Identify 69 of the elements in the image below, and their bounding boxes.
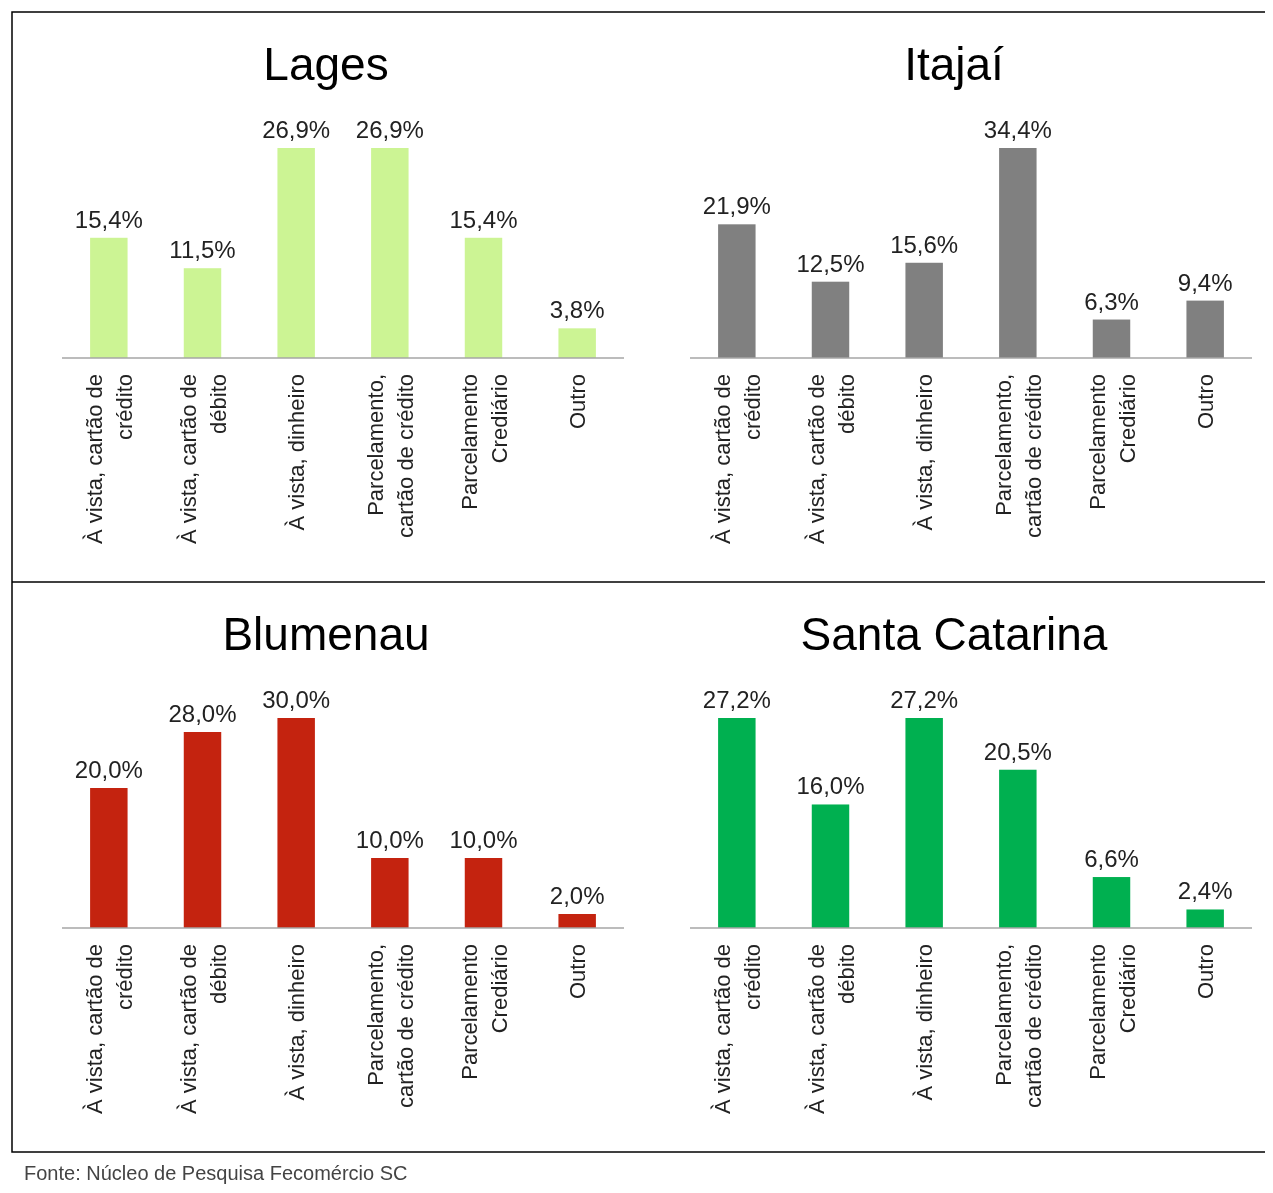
bar	[464, 858, 503, 928]
bar	[277, 718, 315, 928]
x-tick-label: À vista, cartão de crédito	[81, 944, 137, 1114]
x-tick-label: À vista, cartão de débito	[803, 374, 859, 544]
data-label: 15,4%	[74, 205, 143, 233]
data-label: 6,6%	[1084, 845, 1139, 873]
x-tick-label: À vista, cartão de crédito	[81, 374, 137, 544]
x-tick-label: Outro	[565, 374, 591, 430]
chart-title: Lages	[263, 38, 389, 90]
chart-title: Itajaí	[904, 38, 1005, 90]
bar	[183, 268, 222, 358]
data-label: 12,5%	[796, 249, 865, 277]
chart-title: Santa Catarina	[800, 608, 1108, 660]
bar	[999, 148, 1037, 358]
data-label: 15,4%	[449, 205, 518, 233]
data-label: 15,6%	[890, 230, 959, 258]
data-label: 2,4%	[1177, 877, 1233, 905]
x-tick-label: À vista, cartão de débito	[175, 374, 231, 544]
data-label: 3,8%	[549, 296, 605, 324]
bar	[558, 914, 596, 928]
data-label: 10,0%	[449, 826, 518, 853]
bar	[905, 718, 943, 928]
bar	[811, 281, 850, 358]
data-label: 11,5%	[169, 236, 236, 264]
data-label: 26,9%	[355, 116, 424, 143]
bar	[371, 148, 409, 358]
data-label: 9,4%	[1177, 268, 1233, 296]
data-label: 30,0%	[262, 686, 331, 713]
bar	[1186, 300, 1224, 358]
bar	[1092, 319, 1131, 358]
x-tick-label: À vista, cartão de crédito	[709, 374, 765, 544]
x-tick-label: À vista, dinheiro	[912, 944, 938, 1101]
x-tick-label: À vista, dinheiro	[912, 374, 938, 531]
x-tick-label: À vista, dinheiro	[284, 944, 310, 1101]
data-label: 16,0%	[796, 772, 865, 800]
x-tick-label: À vista, dinheiro	[284, 374, 310, 531]
bar	[183, 732, 222, 928]
bar	[558, 328, 596, 358]
data-label: 21,9%	[702, 192, 771, 220]
data-label: 34,4%	[983, 116, 1052, 143]
x-tick-label: Outro	[1193, 944, 1219, 1000]
chart-title: Blumenau	[222, 608, 430, 660]
bar	[1186, 909, 1224, 928]
data-label: 20,0%	[74, 756, 143, 783]
data-label: 2,0%	[549, 882, 605, 909]
data-label: 26,9%	[262, 116, 331, 143]
bar	[90, 237, 128, 358]
bar	[1092, 877, 1131, 928]
bar	[718, 224, 756, 358]
bar	[371, 858, 409, 928]
x-tick-label: Outro	[565, 944, 591, 1000]
data-label: 27,2%	[890, 686, 959, 713]
data-label: 6,3%	[1084, 287, 1139, 315]
x-tick-label: À vista, cartão de débito	[803, 944, 859, 1114]
bar	[90, 788, 128, 928]
x-tick-label: Outro	[1193, 374, 1219, 430]
bar	[999, 769, 1037, 928]
data-label: 20,5%	[983, 737, 1052, 765]
bar	[811, 804, 850, 928]
bar	[464, 237, 503, 358]
data-label: 28,0%	[168, 700, 237, 727]
x-tick-label: À vista, cartão de crédito	[709, 944, 765, 1114]
bar	[718, 718, 756, 928]
source-note: Fonte: Núcleo de Pesquisa Fecomércio SC	[24, 1162, 408, 1184]
x-tick-label: À vista, cartão de débito	[175, 944, 231, 1114]
bar	[905, 262, 943, 358]
data-label: 27,2%	[702, 686, 771, 713]
data-label: 10,0%	[355, 826, 424, 853]
bar	[277, 148, 315, 358]
